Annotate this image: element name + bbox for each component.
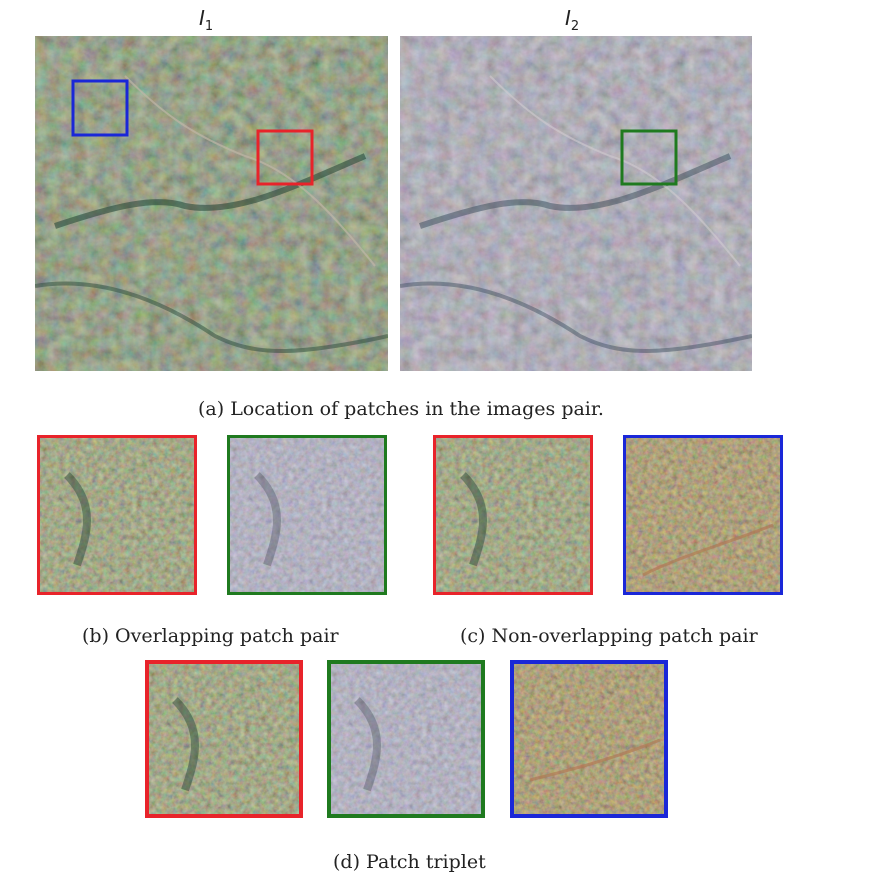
- satellite-image-2: [400, 36, 752, 371]
- patch-d-red: [145, 660, 303, 818]
- caption-c: (c) Non-overlapping patch pair: [460, 625, 758, 647]
- patch-d-green: [327, 660, 485, 818]
- satellite-image-1: [35, 36, 388, 371]
- image-1-label: I1: [199, 6, 214, 34]
- red-patch-box: [256, 129, 314, 186]
- caption-d: (d) Patch triplet: [333, 851, 486, 873]
- patch-c-red: [433, 435, 593, 595]
- patch-b-green: [227, 435, 387, 595]
- caption-a: (a) Location of patches in the images pa…: [198, 398, 604, 420]
- patch-d-blue: [510, 660, 668, 818]
- patch-b-red: [37, 435, 197, 595]
- caption-b: (b) Overlapping patch pair: [82, 625, 339, 647]
- blue-patch-box: [71, 79, 129, 137]
- green-patch-box: [620, 129, 678, 186]
- patch-c-blue: [623, 435, 783, 595]
- image-2-label: I2: [565, 6, 580, 34]
